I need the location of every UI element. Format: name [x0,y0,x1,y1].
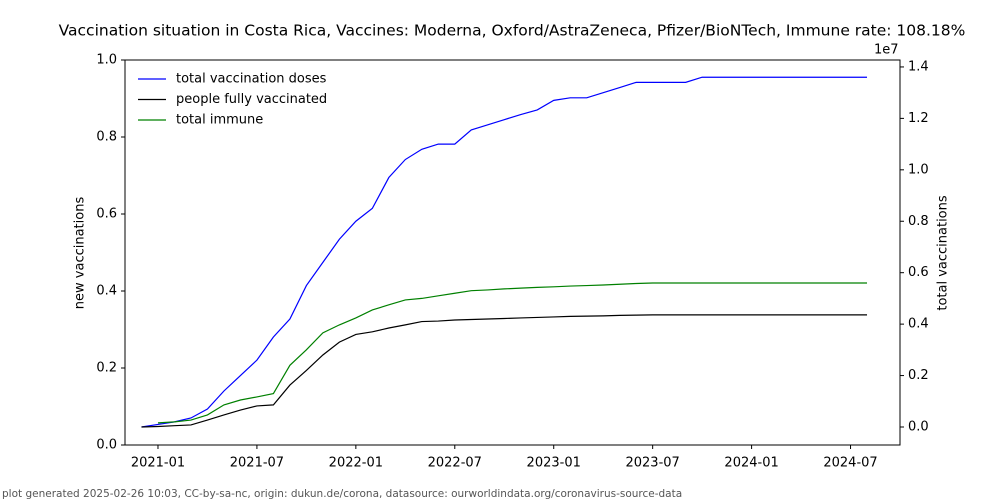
x-tick-label: 2024-01 [724,456,778,471]
legend-label: total immune [176,113,263,128]
y2-tick-label: 0.4 [908,317,929,332]
y2-tick-label: 1.2 [908,111,929,126]
x-tick-label: 2022-01 [329,456,383,471]
footer: plot generated 2025-02-26 10:03, CC-by-s… [2,488,682,500]
series-line [141,314,868,428]
legend-label: total vaccination doses [176,72,327,87]
y2-tick-label: 0.0 [908,419,929,434]
y2-tick-label: 1.4 [908,59,929,74]
y-tick-label: 0.0 [96,438,117,453]
y-tick-label: 1.0 [96,53,117,68]
x-tick-label: 2021-01 [131,456,185,471]
y2-axis-label: total vaccinations [936,195,951,311]
y-tick-label: 0.6 [96,207,117,222]
series-line [157,282,868,424]
x-tick-label: 2023-01 [527,456,581,471]
x-tick-label: 2022-07 [428,456,482,471]
y-tick-label: 0.4 [96,284,117,299]
y-axis-label: new vaccinations [73,197,88,310]
plot-frame [124,59,901,446]
y2-offset-label: 1e7 [874,43,899,58]
legend-label: people fully vaccinated [176,92,327,107]
y2-tick-label: 1.0 [908,162,929,177]
x-tick-label: 2021-07 [230,456,284,471]
series-line [141,76,868,428]
y-tick-label: 0.2 [96,361,117,376]
x-tick-label: 2024-07 [823,456,877,471]
y2-tick-label: 0.6 [908,265,929,280]
y2-tick-label: 0.2 [908,368,929,383]
y-tick-label: 0.8 [96,130,117,145]
x-tick-label: 2023-07 [625,456,679,471]
chart-title: Vaccination situation in Costa Rica, Vac… [59,22,966,40]
y2-tick-label: 0.8 [908,214,929,229]
